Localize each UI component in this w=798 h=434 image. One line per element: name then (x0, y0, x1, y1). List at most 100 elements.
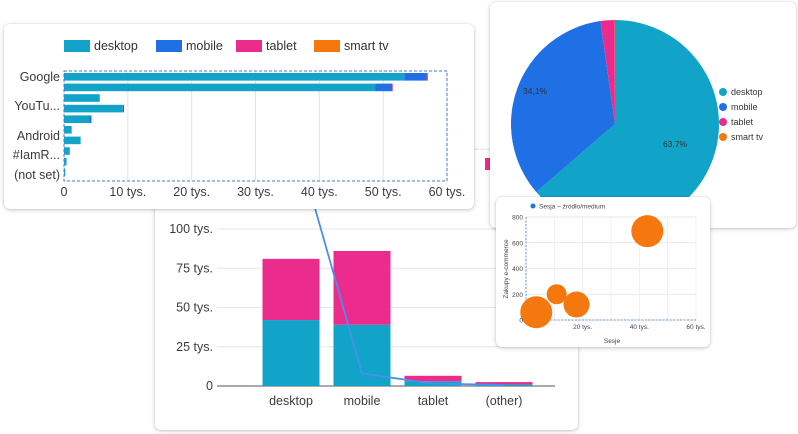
pie-chart-card: 63,7% 34,1% desktop mobile tablet smart tv (490, 2, 796, 228)
legend: Sesja – źródło/medium (530, 203, 605, 211)
bar-segment-desktop (64, 73, 405, 81)
x-tick-label: 60 tys. (686, 324, 705, 331)
bar-segment-tablet (426, 73, 428, 81)
pie-slices (511, 20, 719, 228)
bar-segment-mobile (122, 104, 125, 113)
y-tick-label: YouTu... (14, 99, 60, 113)
legend-dot (530, 203, 536, 209)
bar-segment-tablet (404, 375, 462, 382)
y-tick-label: 75 tys. (176, 261, 213, 275)
y-tick-label: 0 (519, 318, 523, 325)
y-tick-label: 800 (512, 215, 523, 222)
bar-segment-desktop (262, 320, 320, 386)
y-tick-label: Google (20, 70, 60, 84)
pie-slice-desktop (536, 20, 719, 228)
legend-label-tablet: tablet (731, 117, 754, 127)
bubbles (520, 215, 664, 329)
x-tick-label: (other) (486, 394, 523, 408)
bar-segment-desktop (64, 83, 376, 92)
bar-segment-tablet (475, 382, 533, 385)
legend-label-tablet: tablet (266, 39, 297, 53)
bar-segment-mobile (69, 147, 70, 155)
y-tick-label: Android (17, 129, 60, 143)
bar-segment-desktop (475, 384, 533, 386)
x-axis-ticks: desktop mobile tablet (other) (269, 394, 522, 408)
x-tick-label: 0 (61, 185, 68, 199)
pie-chart: 63,7% 34,1% desktop mobile tablet smart tv (511, 20, 764, 228)
x-tick-label: 60 tys. (429, 185, 466, 199)
legend-dot-smart-tv (719, 133, 727, 141)
legend-dot-tablet (719, 118, 727, 126)
legend-label-mobile: mobile (731, 102, 758, 112)
bar-segment-desktop (64, 168, 66, 176)
x-axis-ticks: 0 10 tys. 20 tys. 30 tys. 40 tys. 50 tys. 60 t… (61, 185, 466, 199)
pie-data-label: 63,7% (663, 139, 688, 149)
bar-segment-desktop (64, 104, 123, 113)
bar-segment-tablet (333, 250, 391, 325)
bubble-chart-card: Sesja – źródło/medium 0 200 400 600 800 20 ty… (496, 197, 710, 347)
x-tick-label: 20 tys. (573, 324, 592, 331)
legend-label-desktop: desktop (731, 87, 763, 97)
x-tick-label: 10 tys. (109, 185, 146, 199)
selection-outline (63, 70, 448, 182)
horizontal-bar-chart: desktop mobile tablet smart tv Google YouTu.… (13, 39, 466, 199)
bar-segment-mobile (89, 115, 92, 123)
bar-segment-desktop (64, 126, 72, 134)
bar-segment-mobile (375, 83, 393, 92)
y-tick-label: (not set) (14, 168, 60, 182)
bar-segment-desktop (64, 136, 81, 145)
bubble-point (546, 284, 567, 305)
legend-swatch-desktop (64, 40, 90, 52)
legend-dot-mobile (719, 103, 727, 111)
bar-segment-desktop (64, 115, 90, 123)
legend-swatch-smart-tv (314, 40, 340, 52)
bars (262, 250, 533, 386)
y-tick-label: 200 (512, 292, 523, 299)
bubble-chart: Sesja – źródło/medium 0 200 400 600 800 20 ty… (503, 203, 706, 345)
axis-ticks: 0 200 400 600 800 20 tys. 40 tys. 60 tys. (512, 215, 706, 332)
bar-segment-tablet (262, 258, 320, 321)
legend-label-smart-tv: smart tv (731, 132, 764, 142)
y-tick-label: 600 (512, 240, 523, 247)
x-tick-label: 50 tys. (365, 185, 402, 199)
legend-label-desktop: desktop (94, 39, 138, 53)
x-tick-label: 20 tys. (173, 185, 210, 199)
y-tick-label: 50 tys. (176, 301, 213, 315)
legend-label-smart-tv: smart tv (344, 39, 389, 53)
bar-segment-tablet (392, 83, 393, 92)
y-tick-label: 400 (512, 266, 523, 273)
x-tick-label: 40 tys. (301, 185, 338, 199)
y-axis-ticks: 0 25 tys. 50 tys. 75 tys. 100 tys. (169, 222, 213, 393)
y-axis-title: Zakupy e-commerce (503, 239, 510, 299)
legend-label: Sesja – źródło/medium (539, 204, 605, 211)
bubble-point (563, 291, 590, 318)
sesje-line (297, 150, 505, 386)
legend: desktop mobile tablet smart tv (64, 39, 389, 53)
x-tick-label: mobile (344, 394, 381, 408)
x-tick-label: 40 tys. (630, 324, 649, 331)
bar-segment-desktop (64, 157, 67, 166)
legend-dot-desktop (719, 88, 727, 96)
pie-slice-mobile (511, 21, 615, 192)
bar-segment-desktop (64, 94, 100, 102)
legend-label-mobile: mobile (186, 39, 223, 53)
pie-labels: 63,7% 34,1% (523, 86, 688, 149)
y-tick-label: 0 (206, 379, 213, 393)
legend: desktop mobile tablet smart tv (719, 87, 764, 142)
axis-labels: Sesje Zakupy e-commerce (503, 239, 621, 345)
bar-segment-mobile (404, 73, 427, 81)
y-tick-label: 25 tys. (176, 340, 213, 354)
pie-data-label: 34,1% (523, 86, 548, 96)
bubble-point (520, 296, 553, 329)
sesje-line-path (297, 150, 505, 386)
y-tick-label: #IamR... (13, 148, 60, 162)
pie-slice-tablet (600, 20, 615, 125)
bars (64, 73, 428, 176)
gridlines (525, 216, 697, 321)
bubble-point (631, 215, 664, 248)
y-axis-ticks: Google YouTu... Android #IamR... (not set) (13, 70, 60, 182)
x-axis-title: Sesje (604, 338, 621, 345)
legend-swatch-tablet (236, 40, 262, 52)
x-tick-label: desktop (269, 394, 313, 408)
x-tick-label: 30 tys. (237, 185, 274, 199)
